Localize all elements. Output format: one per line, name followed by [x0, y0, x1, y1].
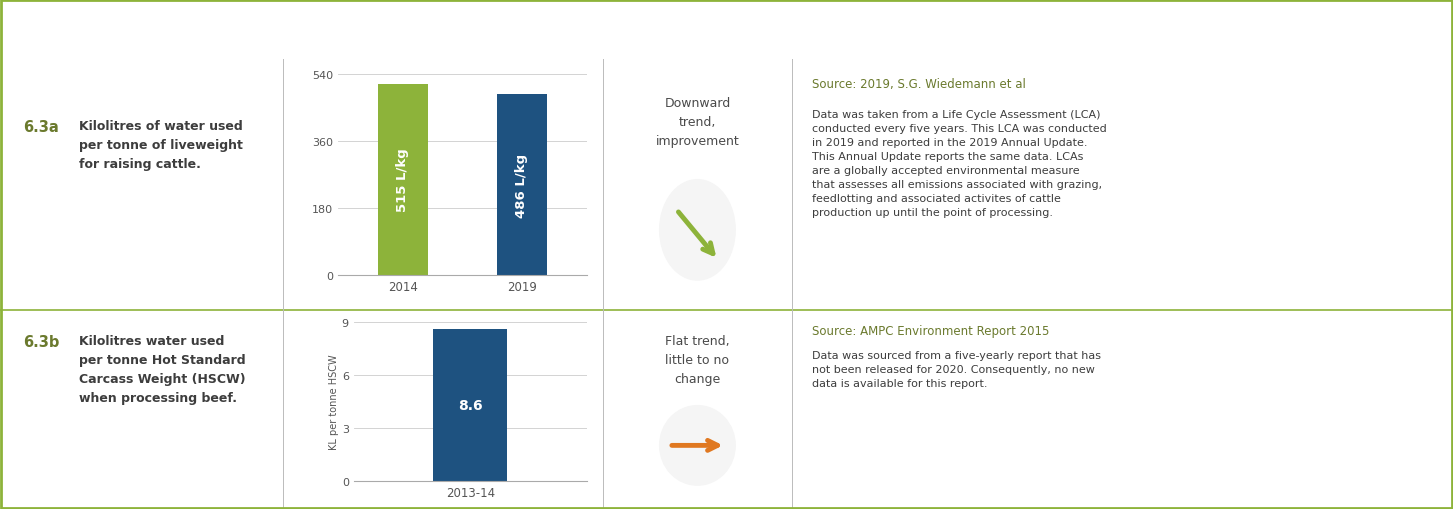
- Text: 8.6: 8.6: [458, 399, 482, 412]
- Bar: [378, 84, 429, 275]
- Circle shape: [660, 180, 735, 280]
- Y-axis label: KL per tonne HSCW: KL per tonne HSCW: [328, 354, 339, 449]
- Text: Data was sourced from a five-yearly report that has
not been released for 2020. : Data was sourced from a five-yearly repo…: [812, 350, 1101, 388]
- Text: Kilolitres of water used
per tonne of liveweight
for raising cattle.: Kilolitres of water used per tonne of li…: [80, 120, 243, 171]
- Text: Source: 2019, S.G. Wiedemann et al: Source: 2019, S.G. Wiedemann et al: [812, 77, 1026, 91]
- Text: Downward
trend,
improvement: Downward trend, improvement: [655, 97, 740, 148]
- Text: Source: AMPC Environment Report 2015: Source: AMPC Environment Report 2015: [812, 324, 1049, 337]
- Text: 486 L/kg: 486 L/kg: [516, 153, 529, 217]
- Bar: [433, 329, 507, 481]
- Text: Flat trend,
little to no
change: Flat trend, little to no change: [665, 335, 729, 386]
- Circle shape: [660, 406, 735, 485]
- Text: Kilolitres water used
per tonne Hot Standard
Carcass Weight (HSCW)
when processi: Kilolitres water used per tonne Hot Stan…: [80, 334, 246, 404]
- Text: 6.3b: 6.3b: [23, 334, 60, 349]
- Text: 515 L/kg: 515 L/kg: [397, 148, 410, 212]
- Text: PRIORITY 6.3: EFFICIENT USE OF WATER: PRIORITY 6.3: EFFICIENT USE OF WATER: [17, 21, 423, 39]
- Text: 6.3a: 6.3a: [23, 120, 58, 135]
- Bar: [497, 95, 546, 275]
- Text: Data was taken from a Life Cycle Assessment (LCA)
conducted every five years. Th: Data was taken from a Life Cycle Assessm…: [812, 110, 1107, 218]
